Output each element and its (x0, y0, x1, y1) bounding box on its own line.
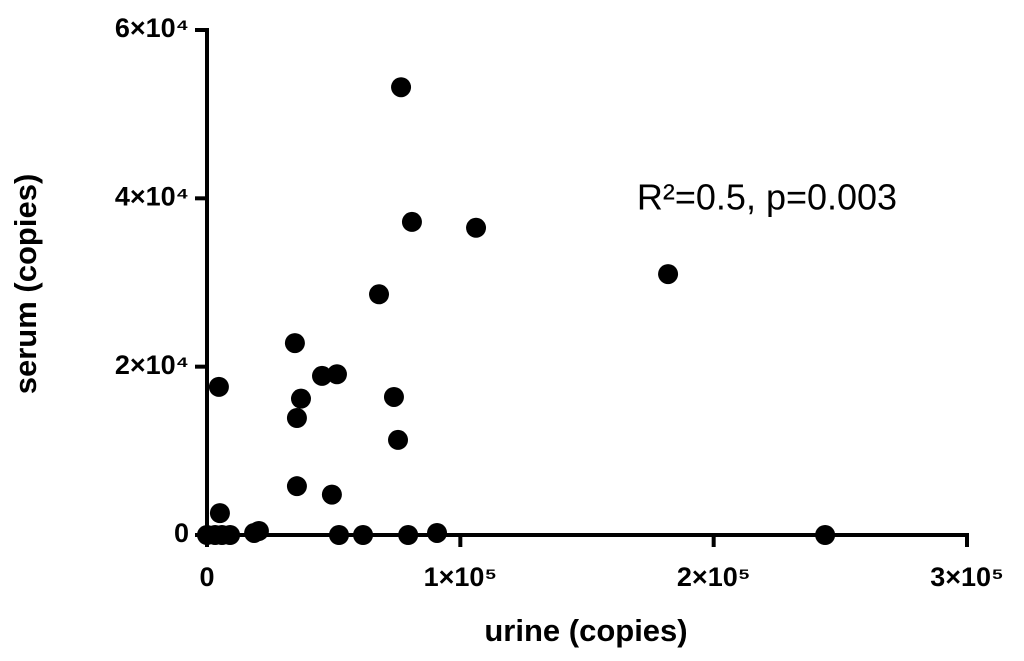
point (815, 525, 836, 545)
point (326, 364, 347, 385)
x-tick-label: 0 (199, 562, 214, 592)
point (391, 77, 412, 98)
point (369, 284, 390, 305)
y-tick-label: 6×10⁴ (115, 13, 189, 43)
point (328, 525, 349, 545)
y-tick-label: 0 (174, 518, 189, 548)
point (286, 408, 307, 429)
point (658, 264, 679, 285)
annotation: R²=0.5, p=0.003 (637, 177, 897, 218)
point (398, 525, 419, 545)
point (284, 333, 305, 354)
point (353, 525, 374, 545)
point (312, 365, 333, 386)
x-axis-title: urine (copies) (484, 613, 687, 648)
x-tick-label: 1×10⁵ (424, 562, 498, 592)
x-tick-label: 3×10⁵ (930, 562, 1004, 592)
point (427, 522, 448, 543)
point (248, 520, 269, 541)
point (321, 484, 342, 505)
point (290, 388, 311, 409)
point (388, 429, 409, 450)
point (209, 503, 230, 524)
point (466, 217, 487, 238)
point (220, 525, 241, 545)
y-axis-title: serum (copies) (8, 174, 43, 395)
point (286, 476, 307, 497)
point (401, 211, 422, 232)
y-tick-label: 2×10⁴ (115, 350, 189, 380)
x-tick-label: 2×10⁵ (677, 562, 751, 592)
point (208, 376, 229, 397)
point (383, 386, 404, 407)
y-tick-label: 4×10⁴ (115, 181, 189, 211)
